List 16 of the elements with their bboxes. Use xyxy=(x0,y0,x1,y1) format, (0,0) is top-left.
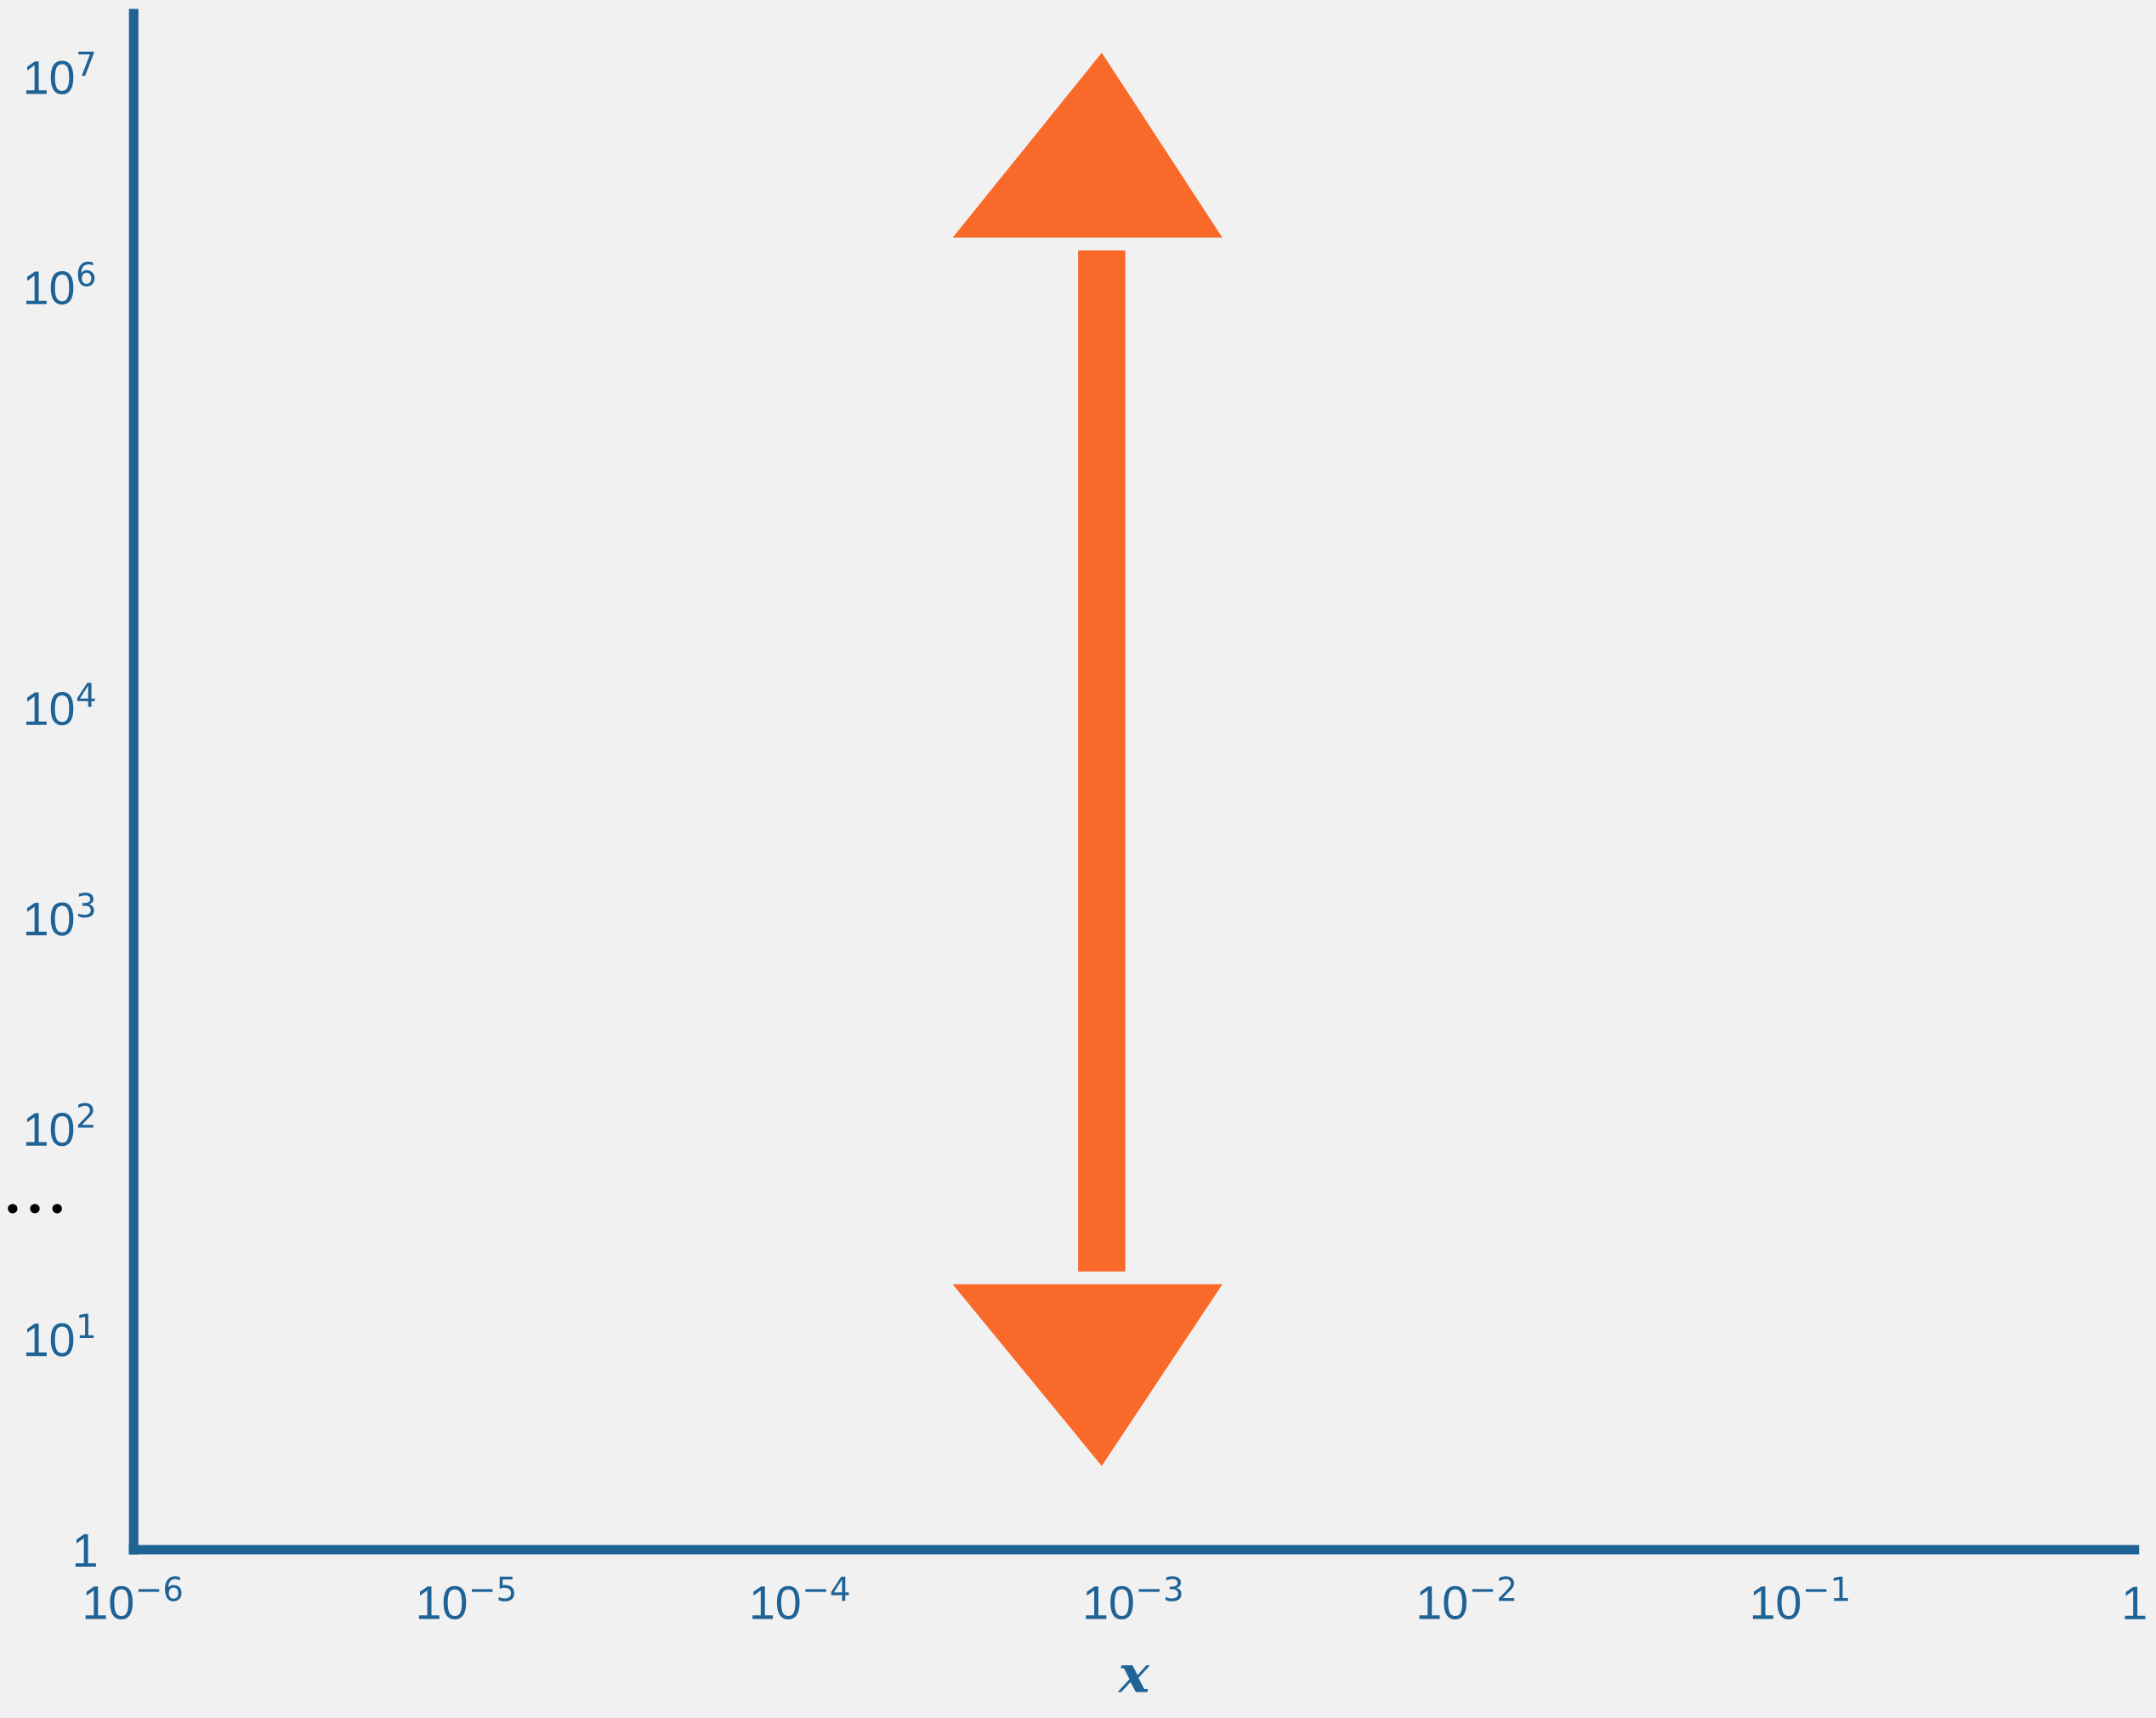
x-tick-label: 10$^{−4}$ xyxy=(752,1576,849,1620)
x-axis-title: x xyxy=(1117,1664,1150,1692)
x-tick-label: 10$^{−6}$ xyxy=(85,1576,182,1619)
x-tick-label: 10$^{−5}$ xyxy=(418,1576,514,1620)
y-tick-label: 1 xyxy=(75,1534,96,1568)
text: • • • xyxy=(8,1204,62,1214)
y-tick-label: 10$^{4}$ xyxy=(26,683,95,726)
y-tick-label: 10$^{1}$ xyxy=(26,1313,94,1357)
x-tick-label: 10$^{−1}$ xyxy=(1752,1576,1848,1620)
x-tick-label: 10$^{−2}$ xyxy=(1419,1576,1515,1619)
x-tick-label: 1 xyxy=(2125,1586,2146,1619)
x-tick-label: 10$^{−3}$ xyxy=(1086,1576,1182,1619)
y-tick-label: 10$^{6}$ xyxy=(26,261,95,305)
y-tick-label: 10$^{2}$ xyxy=(26,1103,94,1147)
y-tick-label: 10$^{7}$ xyxy=(26,51,94,94)
y-tick-label: 10$^{3}$ xyxy=(26,893,94,936)
